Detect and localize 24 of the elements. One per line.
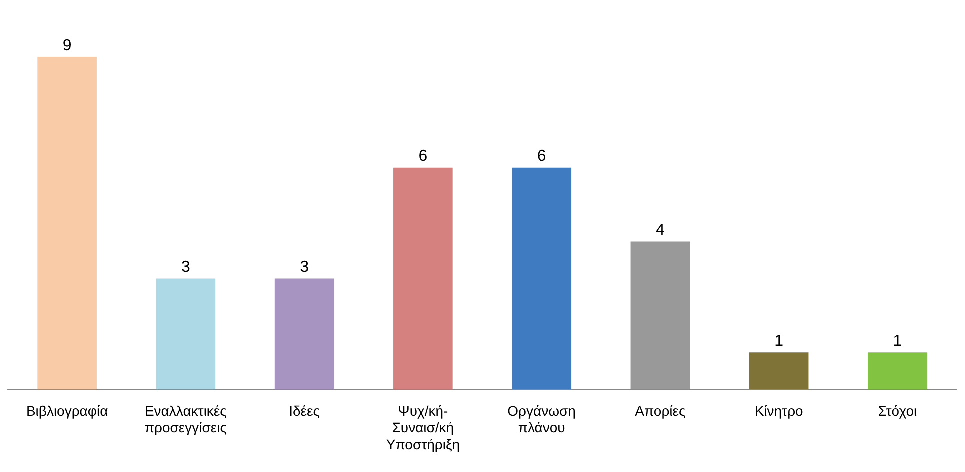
x-tick-label: Στόχοι — [878, 402, 918, 419]
data-label: 9 — [62, 37, 72, 54]
data-label: 6 — [537, 148, 546, 166]
x-tick-label: Ψυχ/κή-Συναισ/κή Υποστήριξη — [386, 402, 460, 452]
bar — [749, 352, 809, 390]
x-tick-label: Βιβλιογραφία — [26, 402, 108, 419]
data-label: 1 — [774, 333, 784, 350]
bar — [38, 56, 97, 390]
data-label: 3 — [181, 259, 190, 276]
bar — [394, 168, 453, 390]
bar — [274, 278, 334, 390]
data-label: 1 — [893, 333, 902, 350]
x-tick-label: Οργάνωση πλάνου — [508, 402, 576, 436]
x-tick-label: Κίνητρο — [754, 402, 804, 419]
data-label: 3 — [300, 259, 310, 276]
x-tick-label: Απορίες — [635, 402, 686, 419]
x-tick-label: Ιδέες — [289, 402, 320, 419]
x-tick-label: Εναλλακτικές προσεγγίσεις — [144, 402, 228, 436]
bar — [868, 352, 928, 390]
bar — [512, 168, 572, 390]
data-label: 4 — [656, 222, 665, 240]
bar — [156, 278, 216, 390]
bar — [630, 242, 690, 390]
data-label: 6 — [418, 148, 428, 166]
